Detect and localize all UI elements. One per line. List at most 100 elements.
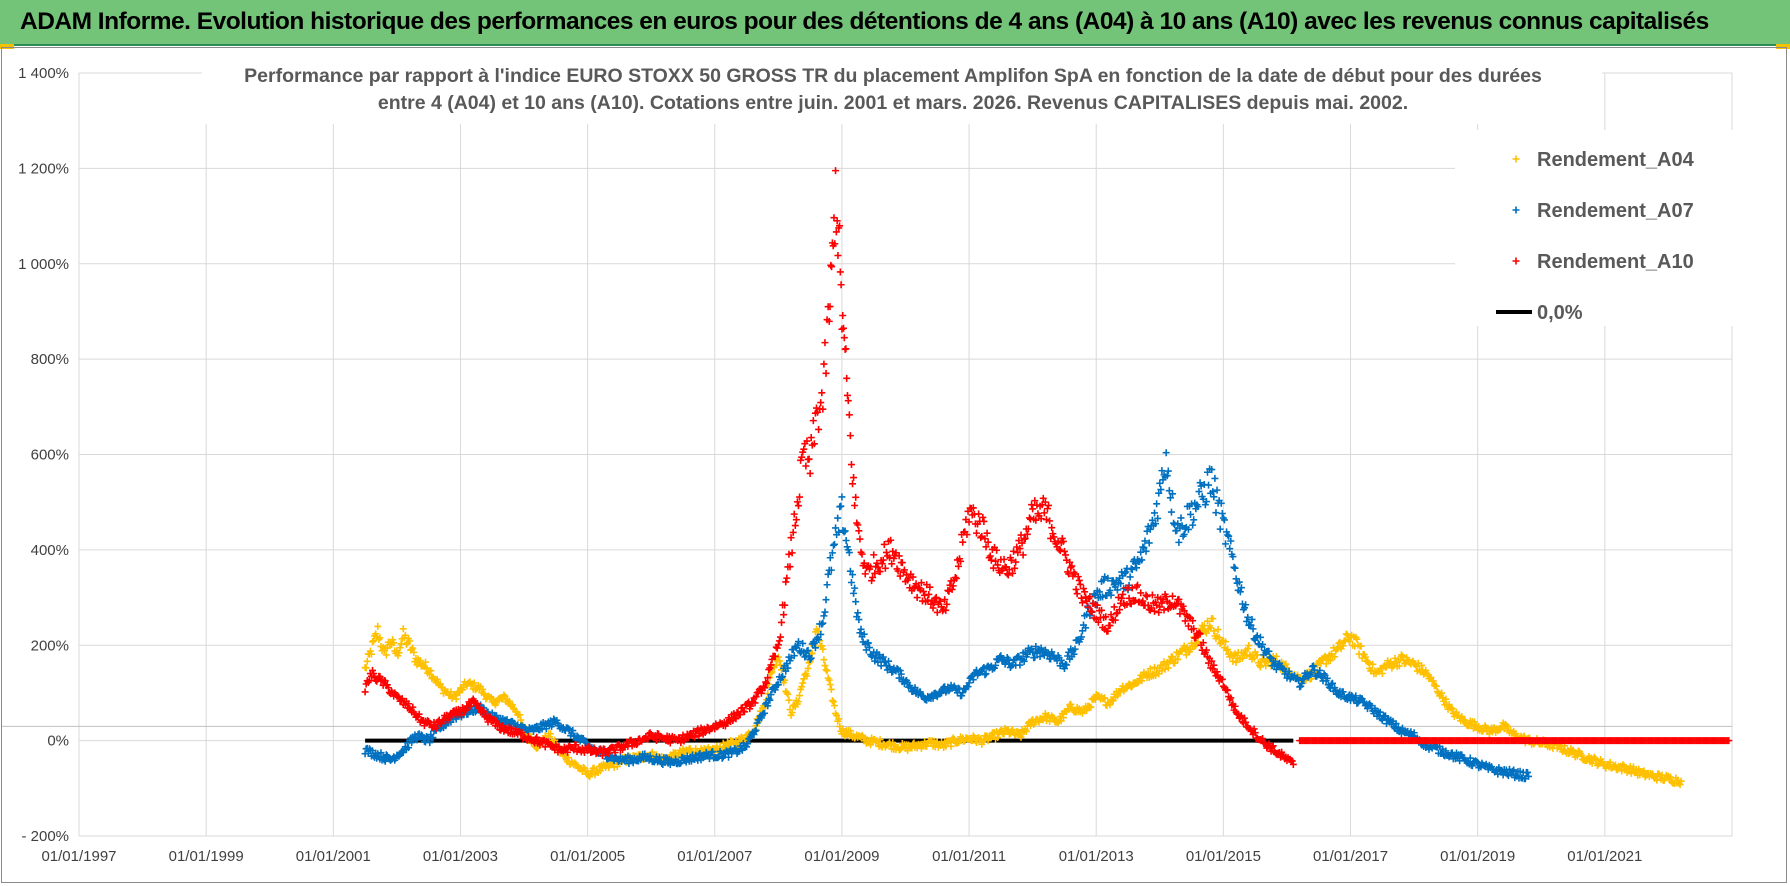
data-point <box>1391 654 1399 662</box>
data-point <box>1322 660 1330 668</box>
data-point <box>1046 517 1054 525</box>
y-tick-label: - 200% <box>21 828 69 845</box>
data-point <box>1222 540 1229 548</box>
data-point <box>846 432 854 440</box>
data-point <box>1178 522 1186 530</box>
data-point <box>833 217 841 225</box>
data-point <box>395 649 403 657</box>
data-point <box>1086 593 1094 601</box>
data-point <box>596 767 604 775</box>
chart-title-line-1: Performance par rapport à l'indice EURO … <box>244 65 1542 87</box>
data-point <box>1209 488 1217 496</box>
data-point <box>1193 639 1201 647</box>
data-point <box>1146 665 1154 673</box>
data-point <box>1081 588 1089 596</box>
data-point <box>718 754 726 762</box>
legend-marker <box>1512 206 1520 214</box>
data-point <box>840 324 848 332</box>
data-point <box>1047 534 1055 542</box>
data-point <box>598 752 606 760</box>
data-point <box>1466 754 1474 762</box>
data-point <box>805 455 813 463</box>
data-point <box>1237 584 1245 592</box>
legend-label: 0,0% <box>1537 302 1583 324</box>
data-point <box>767 691 775 699</box>
data-point <box>1059 537 1067 545</box>
data-point <box>1128 565 1136 573</box>
data-point <box>773 644 781 652</box>
data-point <box>1169 490 1177 498</box>
data-point <box>1099 593 1107 601</box>
data-point <box>1599 758 1607 766</box>
data-point <box>1256 663 1264 671</box>
data-point <box>840 528 848 536</box>
data-point <box>927 600 935 608</box>
data-point <box>798 683 806 691</box>
data-point <box>1154 514 1162 522</box>
data-point <box>828 697 836 705</box>
data-point <box>1043 651 1051 659</box>
data-point <box>1329 679 1337 687</box>
data-point <box>847 461 855 469</box>
data-point <box>1067 700 1075 708</box>
data-point <box>1153 500 1161 508</box>
data-point <box>771 686 779 694</box>
data-point <box>1378 716 1386 724</box>
data-point <box>806 656 814 664</box>
data-point <box>838 493 846 501</box>
data-point <box>1040 713 1048 721</box>
data-point <box>585 743 593 751</box>
data-point <box>764 690 772 698</box>
y-tick-label: 1 400% <box>18 65 69 82</box>
data-point <box>1080 585 1088 593</box>
data-point <box>1194 638 1202 646</box>
data-point <box>880 540 888 548</box>
data-point <box>889 547 897 555</box>
data-point <box>605 749 613 757</box>
data-point <box>725 753 733 761</box>
data-point <box>611 749 619 757</box>
data-point <box>1202 498 1210 506</box>
data-point <box>1037 644 1045 652</box>
data-point <box>545 733 553 741</box>
data-point <box>1076 580 1084 588</box>
data-point <box>1667 773 1675 781</box>
data-point <box>1245 641 1253 649</box>
data-point <box>941 596 949 604</box>
data-point <box>416 657 424 665</box>
chart-svg: - 200% 0% 200% 400% 600% 800% 1 000% 1 200% 1 40… <box>2 56 1735 865</box>
data-point <box>1032 516 1040 524</box>
data-point <box>1259 735 1267 743</box>
data-point <box>965 679 973 687</box>
data-point <box>1014 549 1022 557</box>
data-point <box>864 639 872 647</box>
data-point <box>1213 668 1221 676</box>
data-point <box>1106 701 1114 709</box>
data-point <box>905 574 913 582</box>
data-point <box>796 692 804 700</box>
series-rendement-a10 <box>361 167 1297 768</box>
data-point <box>1045 501 1053 509</box>
legend-label: Rendement_A07 <box>1537 200 1694 222</box>
data-point <box>1410 729 1418 737</box>
data-point <box>479 706 487 714</box>
data-point <box>764 674 772 682</box>
data-point <box>1060 547 1068 555</box>
data-point <box>784 664 792 672</box>
data-point <box>1164 467 1172 475</box>
data-point <box>778 673 786 681</box>
data-point <box>518 728 526 736</box>
y-tick-label: 0% <box>47 733 69 750</box>
data-point <box>822 596 830 604</box>
data-point <box>1202 646 1210 654</box>
data-point <box>1352 692 1360 700</box>
data-point <box>1343 695 1351 703</box>
data-point <box>542 725 550 733</box>
series-rendement-a07 <box>361 449 1533 783</box>
data-point <box>1215 634 1223 642</box>
data-point <box>865 644 873 652</box>
data-point <box>1174 655 1182 663</box>
data-point <box>390 639 398 647</box>
data-point <box>964 683 972 691</box>
data-point <box>1175 595 1183 603</box>
